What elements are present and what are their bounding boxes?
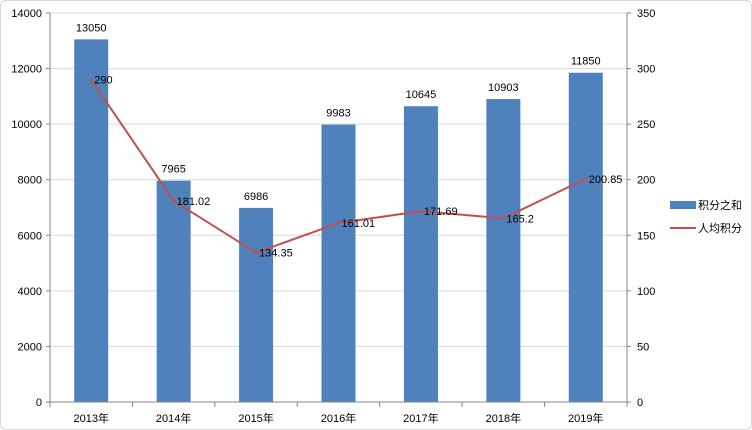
bar-value-label: 11850	[571, 56, 601, 68]
bar-value-label: 7965	[161, 164, 185, 176]
y-right-tick-label: 250	[637, 119, 655, 131]
x-tick-label: 2014年	[156, 411, 191, 425]
bar	[486, 99, 521, 402]
bar	[74, 39, 109, 403]
line-value-label: 200.85	[589, 174, 623, 186]
x-tick-label: 2016年	[321, 411, 356, 425]
y-right-tick-label: 50	[637, 341, 649, 353]
bar-value-label: 10903	[488, 82, 519, 94]
line-point	[172, 199, 176, 203]
line-value-label: 181.02	[177, 196, 211, 208]
y-right-tick-label: 300	[637, 64, 655, 76]
y-left-tick-label: 8000	[18, 175, 42, 187]
line-value-label: 165.2	[506, 213, 534, 225]
y-left-tick-label: 12000	[11, 64, 42, 76]
y-left-tick-label: 14000	[11, 8, 42, 20]
bar-value-label: 10645	[406, 89, 437, 101]
y-left-tick-label: 4000	[18, 286, 42, 298]
y-left-tick-label: 6000	[18, 230, 42, 242]
y-right-tick-label: 350	[637, 8, 655, 20]
bar	[568, 72, 603, 402]
line-value-label: 161.01	[342, 218, 376, 230]
x-tick-label: 2015年	[238, 411, 273, 425]
legend-label-bar: 积分之和	[698, 198, 742, 212]
y-left-tick-label: 0	[36, 397, 42, 409]
data-labels: 13050 7965 6986 9983 10645 10903 11850 290 181.0…	[76, 22, 623, 259]
line-point	[419, 209, 423, 213]
line-value-label: 134.35	[259, 248, 293, 260]
legend-swatch-bar	[670, 201, 696, 209]
y-right-tick-label: 150	[637, 230, 655, 242]
legend-label-line: 人均积分	[698, 222, 742, 235]
y-right-tick-label: 100	[637, 286, 655, 298]
bar-value-label: 13050	[76, 22, 107, 34]
y-right-tick-label: 0	[637, 397, 643, 409]
line-value-label: 171.69	[424, 206, 458, 218]
y-left-tick-label: 2000	[18, 341, 42, 353]
line-value-label: 290	[94, 75, 112, 87]
bar	[403, 106, 438, 402]
line-point	[501, 216, 505, 220]
line-series	[89, 78, 588, 255]
bar-value-label: 9983	[326, 108, 350, 120]
axes: 0 2000 4000 6000 8000 10000 12000 14000 0 50 100 15…	[11, 8, 655, 425]
line-point	[254, 251, 258, 255]
x-tick-label: 2017年	[403, 411, 438, 425]
bar-value-label: 6986	[244, 191, 268, 203]
y-right-tick-label: 200	[637, 175, 655, 187]
bar-series	[74, 39, 603, 403]
bar	[321, 124, 356, 403]
x-tick-label: 2013年	[73, 411, 108, 425]
bar	[156, 180, 191, 402]
line-point	[337, 221, 340, 225]
line-point	[584, 177, 588, 181]
bar	[239, 207, 274, 402]
y-left-tick-label: 10000	[11, 119, 42, 131]
x-tick-label: 2019年	[568, 411, 603, 425]
line-point	[89, 78, 93, 82]
x-tick-label: 2018年	[486, 411, 521, 425]
